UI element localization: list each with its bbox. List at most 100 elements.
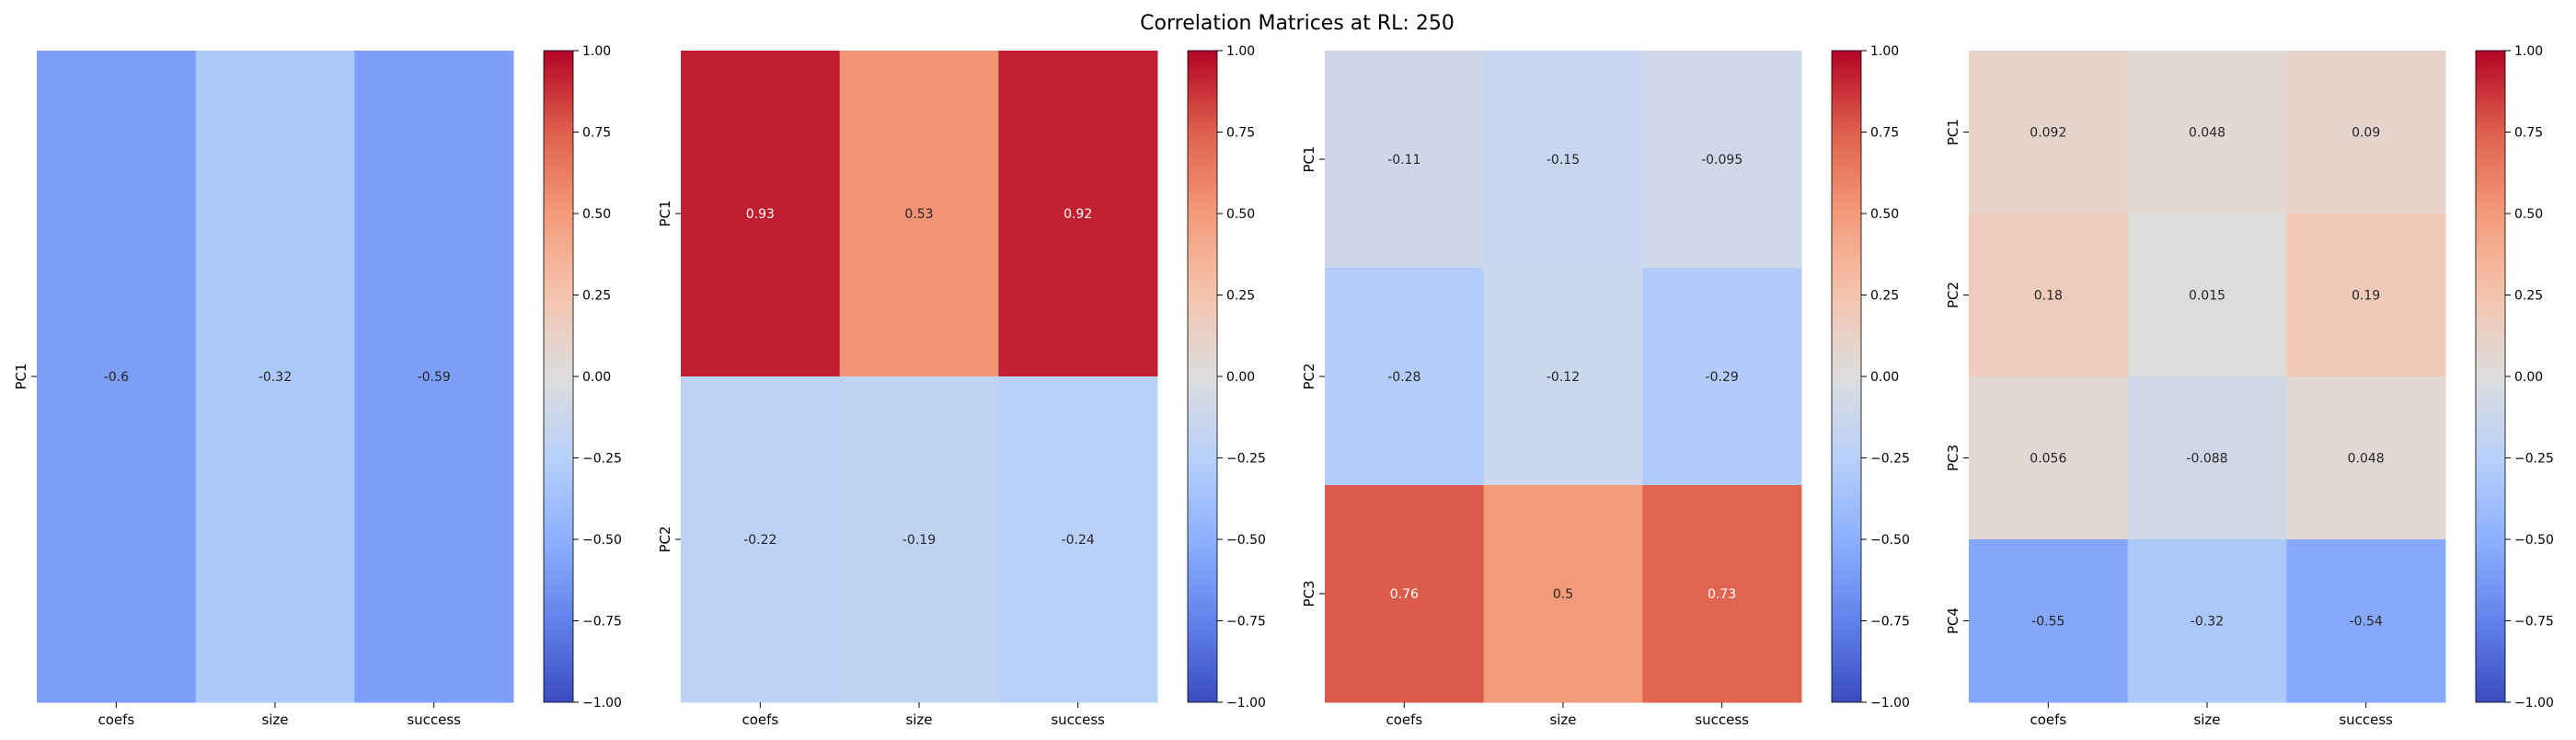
x-tick-label: success	[1695, 711, 1749, 728]
cell-value-label: 0.92	[1064, 207, 1092, 222]
x-tick-label: coefs	[742, 711, 778, 728]
y-tick-label: PC1	[1301, 145, 1317, 172]
cell-value-label: 0.092	[2030, 126, 2066, 141]
colorbar-gradient	[1832, 51, 1861, 702]
colorbar-tick-label: −0.75	[1226, 615, 1266, 630]
heatmap-cell	[1969, 539, 2129, 703]
heatmap-cell	[1325, 268, 1485, 486]
colorbar-tick-label: 0.75	[582, 126, 611, 141]
cell-value-label: 0.18	[2034, 289, 2063, 304]
colorbar-tick-label: 0.50	[582, 207, 611, 222]
heatmap-cell	[37, 51, 197, 703]
x-tick-label: coefs	[98, 711, 134, 728]
cell-value-label: -0.28	[1387, 370, 1420, 385]
heatmap-cell	[839, 51, 999, 377]
x-tick-label: size	[2193, 711, 2220, 728]
colorbar-tick-label: −0.50	[1226, 533, 1266, 548]
x-tick-label: success	[1051, 711, 1105, 728]
cell-value-label: -0.095	[1701, 153, 1742, 168]
x-tick-label: size	[905, 711, 932, 728]
colorbar-tick-label: 0.75	[1870, 126, 1899, 141]
colorbar-tick-label: −1.00	[1226, 696, 1266, 711]
colorbar-tick-label: 0.00	[582, 370, 611, 385]
colorbar-tick-label: −0.50	[582, 533, 622, 548]
cell-value-label: 0.93	[746, 207, 775, 222]
y-tick-label: PC1	[13, 363, 29, 389]
cell-value-label: 0.09	[2352, 126, 2380, 141]
x-tick-label: size	[261, 711, 288, 728]
y-tick-label: PC2	[1301, 363, 1317, 389]
heatmap-cell	[2127, 539, 2287, 703]
colorbar-1: 1.00 0.75 0.50 0.25 0.00 −0.25 −0.50 −0.75 −1.00	[543, 44, 622, 711]
cell-value-label: -0.15	[1547, 153, 1580, 168]
heatmap-cell	[839, 376, 999, 703]
heatmap-cell	[1642, 268, 1802, 486]
cell-value-label: 0.53	[904, 207, 933, 222]
y-tick-label: PC1	[657, 200, 673, 226]
colorbar-tick-label: 1.00	[582, 44, 611, 59]
colorbar-tick-label: 0.00	[1870, 370, 1899, 385]
heatmap-cell	[1969, 214, 2129, 377]
cell-value-label: -0.11	[1387, 153, 1420, 168]
heatmap-panel-3: -0.11 -0.15 -0.095 -0.28 -0.12 -0.29 0.76 0.5 0.…	[1301, 44, 1910, 728]
heatmap-cell	[1969, 51, 2129, 214]
figure-title: Correlation Matrices at RL: 250	[1140, 12, 1455, 35]
cell-value-label: -0.19	[903, 533, 936, 548]
cell-value-label: -0.55	[2031, 615, 2064, 630]
y-tick-label: PC1	[1945, 119, 1961, 145]
cell-value-label: 0.048	[2348, 452, 2385, 467]
heatmap-cell	[2127, 51, 2287, 214]
heatmap-cell	[1483, 51, 1643, 269]
colorbar-tick-label: 0.00	[1226, 370, 1255, 385]
colorbar-tick-label: 1.00	[2514, 44, 2543, 59]
cell-value-label: -0.6	[104, 370, 129, 385]
cell-value-label: 0.76	[1390, 587, 1419, 602]
cell-value-label: -0.22	[743, 533, 776, 548]
x-tick-label: coefs	[1386, 711, 1422, 728]
colorbar-2: 1.00 0.75 0.50 0.25 0.00 −0.25 −0.50 −0.75 −1.00	[1187, 44, 1266, 711]
y-tick-label: PC2	[657, 526, 673, 552]
colorbar-tick-label: 0.50	[2514, 207, 2543, 222]
colorbar-tick-label: 0.00	[2514, 370, 2543, 385]
colorbar-tick-label: 0.50	[1870, 207, 1899, 222]
colorbar-tick-label: 0.75	[1226, 126, 1255, 141]
heatmap-cell	[1325, 485, 1485, 703]
y-tick-label: PC4	[1945, 607, 1961, 634]
x-tick-label: size	[1549, 711, 1576, 728]
heatmap-cell	[2286, 539, 2446, 703]
cell-value-label: -0.29	[1706, 370, 1739, 385]
heatmap-cell	[681, 51, 841, 377]
cell-value-label: 0.015	[2189, 289, 2225, 304]
colorbar-tick-label: −0.75	[2514, 615, 2554, 630]
colorbar-tick-label: 0.25	[1870, 289, 1899, 304]
x-tick-label: coefs	[2030, 711, 2066, 728]
heatmap-cell	[681, 376, 841, 703]
y-tick-label: PC3	[1945, 445, 1961, 471]
colorbar-tick-label: 0.25	[1226, 289, 1255, 304]
heatmap-cell	[1642, 485, 1802, 703]
cell-value-label: -0.32	[2191, 615, 2224, 630]
y-tick-label: PC2	[1945, 282, 1961, 308]
heatmap-cell	[2286, 51, 2446, 214]
colorbar-tick-label: −1.00	[1870, 696, 1910, 711]
cell-value-label: -0.088	[2186, 452, 2227, 467]
colorbar-4: 1.00 0.75 0.50 0.25 0.00 −0.25 −0.50 −0.75 −1.00	[2475, 44, 2554, 711]
colorbar-tick-label: −0.25	[1226, 452, 1266, 467]
colorbar-tick-label: −0.25	[2514, 452, 2554, 467]
heatmap-cell	[2127, 214, 2287, 377]
colorbar-tick-label: 1.00	[1870, 44, 1899, 59]
colorbar-tick-label: −0.25	[1870, 452, 1910, 467]
heatmap-cell	[195, 51, 355, 703]
heatmap-cell	[2286, 214, 2446, 377]
colorbar-tick-label: −0.50	[2514, 533, 2554, 548]
heatmap-cell	[1969, 376, 2129, 540]
colorbar-tick-label: −0.50	[1870, 533, 1910, 548]
colorbar-tick-label: 0.75	[2514, 126, 2543, 141]
colorbar-3: 1.00 0.75 0.50 0.25 0.00 −0.25 −0.50 −0.75 −1.00	[1831, 44, 1910, 711]
cell-value-label: -0.32	[259, 370, 292, 385]
heatmap-cell	[1483, 268, 1643, 486]
y-tick-label: PC3	[1301, 580, 1317, 607]
cell-value-label: 0.19	[2352, 289, 2380, 304]
colorbar-tick-label: −1.00	[582, 696, 622, 711]
x-tick-label: success	[407, 711, 461, 728]
